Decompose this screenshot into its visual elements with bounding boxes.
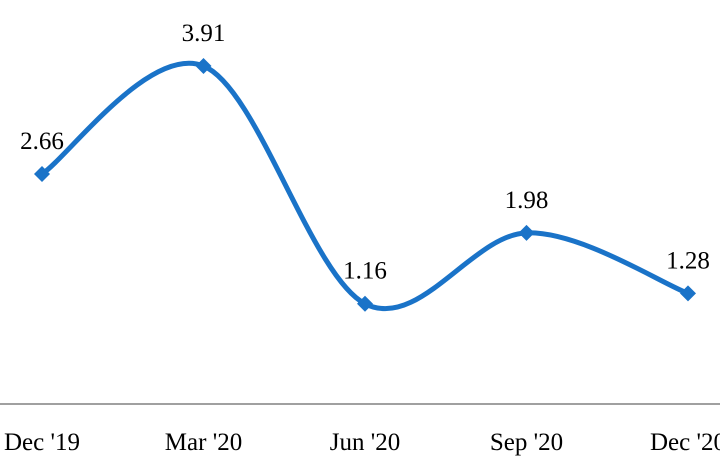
data-point-marker — [195, 58, 212, 75]
x-tick-label: Dec '20 — [650, 429, 720, 456]
x-tick-label: Sep '20 — [490, 429, 563, 456]
series-line — [39, 60, 691, 312]
x-tick-labels: Dec '19 Mar '20 Jun '20 Sep '20 Dec '20 — [4, 429, 720, 456]
markers — [34, 58, 696, 312]
data-label: 1.28 — [666, 247, 710, 274]
x-tick-label: Jun '20 — [330, 429, 400, 456]
data-point-marker — [34, 166, 50, 183]
x-tick-label: Mar '20 — [165, 429, 242, 456]
data-labels: 2.66 3.91 1.16 1.98 1.28 — [20, 20, 710, 285]
data-label: 3.91 — [182, 20, 226, 47]
x-tick-label: Dec '19 — [4, 429, 80, 456]
data-label: 1.98 — [505, 187, 549, 214]
data-label: 2.66 — [20, 128, 64, 155]
data-point-marker — [357, 295, 373, 312]
data-label: 1.16 — [343, 258, 387, 285]
data-point-marker — [518, 224, 535, 241]
data-point-marker — [680, 285, 696, 302]
